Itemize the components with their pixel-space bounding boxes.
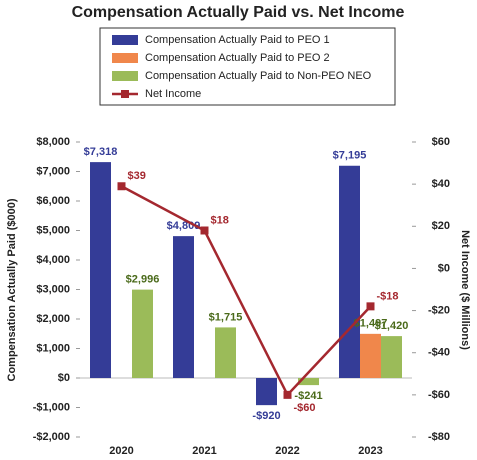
net-income-marker [283,390,292,399]
net-income-line [120,185,372,398]
bar [298,378,319,386]
bar [215,327,236,378]
data-label: $1,715 [209,311,243,323]
bar [132,289,153,378]
y-tick-label: $3,000 [36,283,70,295]
y2-tick-label: $40 [432,178,450,190]
legend-box [99,27,396,106]
bar [256,378,277,406]
y-tick-label: $6,000 [36,195,70,207]
y-tick-label: -$2,000 [33,431,70,443]
y-tick-label: $5,000 [36,224,70,236]
net-income-marker [117,182,126,191]
y2-tick-label: $20 [432,220,450,232]
x-tick-label: 2023 [358,445,382,457]
y2-tick-label: -$20 [428,304,450,316]
data-label: $39 [128,170,146,182]
y2-tick-label: -$60 [428,389,450,401]
y2-tick-label: -$80 [428,431,450,443]
x-tick-label: 2021 [192,445,216,457]
y-tick-label: $4,000 [36,254,70,266]
data-label: $1,420 [375,320,409,332]
y2-axis-label: Net Income ($ Millions) [459,230,471,350]
legend-swatch [112,71,138,81]
data-label: $1,497 [354,318,388,330]
data-label: -$60 [294,402,316,414]
y-tick-label: -$1,000 [33,401,70,413]
data-label: -$18 [377,290,399,302]
bar [381,336,402,378]
y2-tick-label: -$40 [428,347,450,359]
y-tick-label: $1,000 [36,342,70,354]
legend-marker [121,90,129,98]
y-tick-label: $0 [58,372,70,384]
net-income-marker [200,226,209,235]
data-label: $7,195 [333,150,367,162]
data-label: -$241 [294,390,322,402]
legend-label: Compensation Actually Paid to PEO 1 [145,34,330,46]
net-income-marker [366,302,375,311]
legend-swatch [112,53,138,63]
legend-swatch [112,35,138,45]
legend-label: Net Income [145,88,201,100]
y-tick-label: $7,000 [36,165,70,177]
x-tick-label: 2022 [275,445,299,457]
y-axis-label: Compensation Actually Paid ($000) [6,198,18,381]
y2-tick-label: $60 [432,136,450,148]
y-tick-label: $2,000 [36,313,70,325]
bar [360,333,381,378]
bar [339,165,360,378]
x-tick-label: 2020 [109,445,133,457]
data-label: -$920 [252,410,280,422]
y2-tick-label: $0 [438,262,450,274]
data-label: $18 [211,214,229,226]
chart-title: Compensation Actually Paid vs. Net Incom… [72,4,405,21]
bar [173,236,194,378]
data-label: $2,996 [126,274,160,286]
legend-label: Compensation Actually Paid to Non-PEO NE… [145,70,372,82]
legend-label: Compensation Actually Paid to PEO 2 [145,52,330,64]
data-label: $7,318 [84,146,118,158]
bar [90,162,111,378]
y-tick-label: $8,000 [36,136,70,148]
